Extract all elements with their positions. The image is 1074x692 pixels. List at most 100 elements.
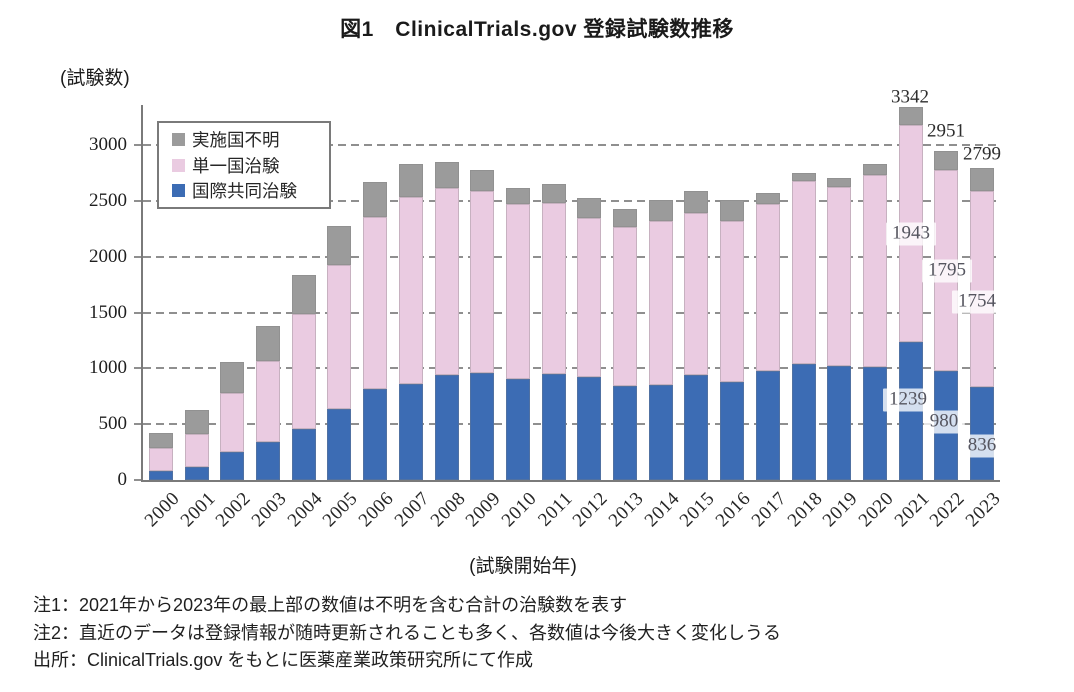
legend-item: 実施国不明 — [172, 127, 325, 152]
gridline — [143, 423, 1000, 426]
bar-segment — [398, 196, 423, 385]
bar-segment — [184, 434, 209, 467]
bar-segment — [648, 220, 673, 385]
bar-segment — [505, 203, 530, 379]
data-label: 2951 — [927, 120, 965, 142]
bar-segment — [970, 167, 995, 191]
bar-segment — [791, 173, 816, 182]
y-tick-label: 2000 — [89, 245, 127, 267]
bar-segment — [541, 203, 566, 374]
bar-segment — [755, 371, 780, 480]
bar-segment — [898, 107, 923, 125]
legend-color-chip — [172, 158, 185, 172]
bar-segment — [863, 175, 888, 367]
y-axis-tick — [134, 479, 141, 481]
bar-segment — [184, 409, 209, 435]
bar-segment — [755, 203, 780, 372]
bar-segment — [434, 375, 459, 480]
bar-segment — [434, 188, 459, 376]
bar-segment — [434, 161, 459, 189]
bar-segment — [363, 216, 388, 390]
y-tick-label: 3000 — [89, 134, 127, 156]
bar-segment — [255, 326, 280, 361]
bar-segment — [863, 163, 888, 176]
bar-segment — [648, 384, 673, 480]
y-tick-label: 0 — [117, 469, 128, 490]
bar-segment — [327, 226, 352, 265]
plot-area — [134, 105, 1000, 482]
bar-segment — [827, 366, 852, 480]
bar-segment — [720, 382, 745, 480]
y-tick-label: 2500 — [89, 189, 127, 211]
bar-segment — [505, 187, 530, 204]
y-axis-tick — [134, 144, 141, 147]
legend-item-label: 単一国治験 — [192, 155, 280, 176]
data-label: 1795 — [922, 259, 972, 283]
gridline — [143, 199, 1000, 202]
bar-segment — [220, 452, 245, 480]
bar-segment — [684, 375, 709, 480]
bar-segment — [755, 193, 780, 204]
bar-segment — [398, 164, 423, 197]
data-label: 1943 — [886, 222, 936, 246]
bar-segment — [184, 466, 209, 480]
y-axis-tick — [134, 311, 141, 314]
bar-segment — [827, 178, 852, 188]
bar-segment — [291, 428, 316, 480]
bar-segment — [541, 373, 566, 480]
bar-segment — [327, 264, 352, 409]
bar-segment — [684, 190, 709, 214]
bar-segment — [148, 471, 173, 480]
bar-segment — [684, 213, 709, 376]
bar-segment — [613, 226, 638, 387]
note-line-1: 注1：2021年から2023年の最上部の数値は不明を含む合計の治験数を表す — [33, 595, 628, 615]
bar-segment — [327, 408, 352, 480]
data-label: 980 — [923, 410, 965, 434]
bar-segment — [613, 208, 638, 227]
bar-segment — [720, 200, 745, 221]
bar-segment — [398, 384, 423, 480]
bar-segment — [863, 366, 888, 480]
bar-segment — [577, 376, 602, 480]
legend-color-chip — [172, 184, 185, 198]
bar-segment — [255, 360, 280, 443]
note-line-3: 出所：ClinicalTrials.gov をもとに医薬産業政策研究所にて作成 — [33, 650, 534, 670]
bar-segment — [255, 442, 280, 480]
data-label: 836 — [961, 434, 1003, 458]
bar-segment — [470, 190, 495, 374]
figure-title: 図1 ClinicalTrials.gov 登録試験数推移 — [340, 18, 734, 41]
data-label: 2799 — [963, 143, 1001, 165]
bar-segment — [577, 217, 602, 377]
bar-segment — [541, 184, 566, 204]
bar-segment — [970, 386, 995, 480]
legend-item: 国際共同治験 — [172, 178, 325, 203]
gridline — [143, 144, 1000, 147]
data-label: 1754 — [952, 290, 1002, 314]
bar-segment — [505, 379, 530, 480]
x-axis-title: (試験開始年) — [469, 556, 577, 577]
gridline — [143, 311, 1000, 314]
legend-item: 単一国治験 — [172, 153, 325, 178]
data-label: 1239 — [883, 388, 933, 412]
bar-segment — [470, 373, 495, 480]
y-tick-label: 1000 — [89, 357, 127, 379]
legend-item-label: 実施国不明 — [192, 129, 280, 150]
bar-segment — [934, 150, 959, 171]
bar-segment — [970, 190, 995, 387]
legend: 実施国不明単一国治験 国際共同治験 — [157, 121, 331, 209]
bar-segment — [363, 389, 388, 480]
bar-segment — [291, 313, 316, 429]
bar-segment — [291, 274, 316, 314]
bar-segment — [470, 169, 495, 191]
bar-segment — [220, 392, 245, 453]
gridline — [143, 255, 1000, 258]
y-axis-tick — [134, 367, 141, 370]
bar-segment — [613, 386, 638, 480]
bar-segment — [220, 361, 245, 393]
bar-segment — [148, 448, 173, 472]
data-label: 3342 — [891, 86, 929, 108]
y-tick-label: 1500 — [89, 301, 127, 323]
bar-segment — [363, 182, 388, 217]
bar-segment — [827, 187, 852, 367]
